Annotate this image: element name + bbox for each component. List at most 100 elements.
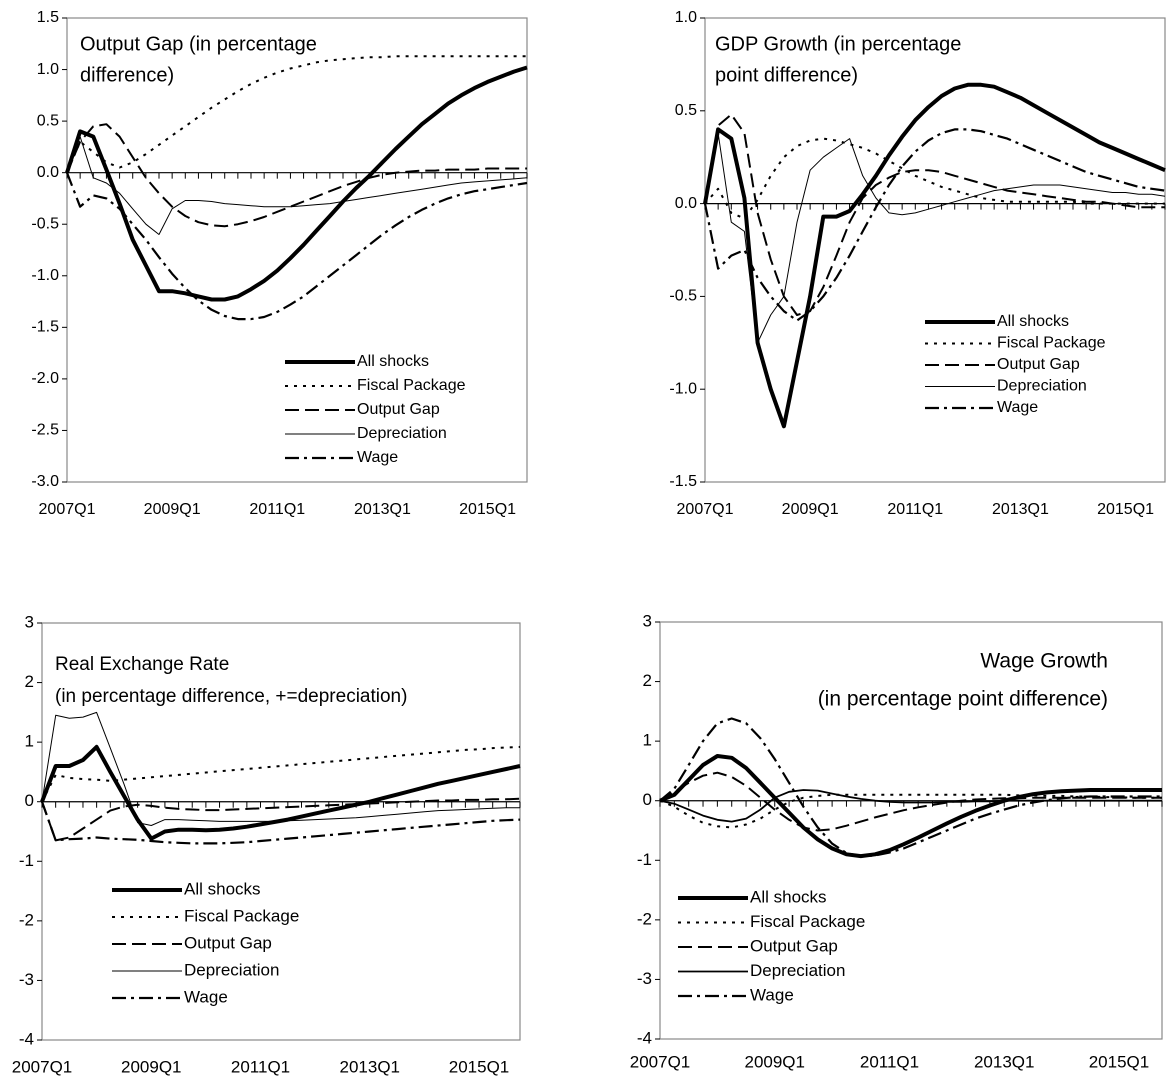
chart-title: (in percentage difference, +=depreciatio…: [55, 686, 407, 707]
y-tick-label: 2: [643, 671, 652, 690]
series-line: [41, 711, 520, 826]
chart-title: point difference): [715, 64, 858, 86]
series-line: [703, 82, 1166, 429]
series-line: [659, 754, 1162, 859]
y-tick-label: -1: [19, 851, 34, 870]
series-line: [659, 789, 1162, 823]
legend-label: All shocks: [750, 887, 827, 906]
plot-frame: [66, 17, 528, 483]
series-line: [704, 132, 1166, 344]
series-line: [704, 113, 1165, 316]
y-tick-label: 1.0: [675, 9, 697, 26]
y-tick-label: 0: [25, 791, 34, 810]
y-tick-label: -2: [637, 909, 652, 928]
y-tick-label: -3.0: [31, 473, 59, 490]
series-line: [66, 136, 528, 235]
legend-label: Wage: [750, 985, 794, 1004]
chart-title: GDP Growth (in percentage: [715, 33, 961, 55]
y-tick-label: 0.0: [37, 164, 59, 181]
legend-label: Wage: [997, 399, 1038, 416]
y-tick-label: -3: [637, 969, 652, 988]
y-tick-label: -3: [19, 970, 34, 989]
x-tick-label: 2011Q1: [249, 501, 305, 518]
x-tick-label: 2009Q1: [744, 1052, 805, 1071]
chart-title: Real Exchange Rate: [55, 654, 229, 675]
plot-frame: [41, 622, 521, 1041]
legend-label: All shocks: [357, 353, 429, 370]
x-tick-label: 2013Q1: [340, 1057, 401, 1076]
chart-title: difference): [80, 64, 174, 86]
x-tick-label: 2015Q1: [1089, 1052, 1150, 1071]
chart-title: (in percentage point difference): [818, 688, 1108, 711]
series-line: [65, 172, 528, 321]
legend-label: Wage: [357, 449, 398, 466]
x-tick-label: 2011Q1: [860, 1052, 919, 1071]
legend-label: All shocks: [997, 313, 1069, 330]
x-tick-label: 2013Q1: [974, 1052, 1035, 1071]
x-tick-label: 2007Q1: [12, 1057, 73, 1076]
legend-label: Depreciation: [997, 378, 1087, 395]
chart-title: Wage Growth: [980, 650, 1108, 673]
y-tick-label: -1.0: [669, 380, 697, 397]
x-tick-label: 2009Q1: [782, 501, 839, 518]
series-line: [40, 801, 521, 845]
series-line: [66, 55, 527, 174]
x-tick-label: 2007Q1: [630, 1052, 691, 1071]
x-tick-label: 2015Q1: [1097, 501, 1154, 518]
legend-label: Fiscal Package: [997, 335, 1106, 352]
legend-label: Output Gap: [357, 401, 440, 418]
plot-frame: [704, 17, 1166, 483]
y-tick-label: 1: [25, 732, 34, 751]
y-tick-label: 0.0: [675, 195, 697, 212]
x-tick-label: 2007Q1: [677, 501, 734, 518]
x-tick-label: 2015Q1: [459, 501, 516, 518]
legend-label: Output Gap: [750, 936, 838, 955]
y-tick-label: 0.5: [37, 112, 59, 129]
chart-title: Output Gap (in percentage: [80, 33, 317, 55]
y-tick-label: 3: [25, 612, 34, 631]
plot-frame: [659, 621, 1163, 1040]
x-tick-label: 2009Q1: [121, 1057, 182, 1076]
x-tick-label: 2007Q1: [39, 501, 96, 518]
x-tick-label: 2009Q1: [144, 501, 201, 518]
legend-label: Fiscal Package: [184, 906, 299, 925]
y-tick-label: 3: [643, 611, 652, 630]
legend-label: Depreciation: [357, 425, 447, 442]
legend-label: All shocks: [184, 879, 261, 898]
y-tick-label: 2: [25, 672, 34, 691]
series-line: [66, 123, 527, 228]
series-line: [659, 793, 1162, 829]
y-tick-label: 0: [643, 790, 652, 809]
x-tick-label: 2015Q1: [449, 1057, 510, 1076]
legend-label: Depreciation: [184, 960, 279, 979]
legend-label: Depreciation: [750, 961, 845, 980]
x-tick-label: 2011Q1: [887, 501, 943, 518]
series-line: [41, 745, 521, 803]
x-tick-label: 2011Q1: [231, 1057, 290, 1076]
legend-label: Fiscal Package: [750, 912, 865, 931]
series-line: [704, 137, 1165, 220]
series-line: [703, 128, 1166, 322]
y-tick-label: -1.5: [31, 319, 59, 336]
y-tick-label: -4: [637, 1028, 652, 1047]
y-tick-label: -2.0: [31, 370, 59, 387]
x-tick-label: 2013Q1: [992, 501, 1049, 518]
y-tick-label: -0.5: [669, 288, 697, 305]
legend-label: Output Gap: [997, 356, 1080, 373]
y-tick-label: -0.5: [31, 215, 59, 232]
legend-label: Output Gap: [184, 933, 272, 952]
y-tick-label: -1.5: [669, 473, 697, 490]
y-tick-label: 1.5: [37, 9, 59, 26]
y-tick-label: -1.0: [31, 267, 59, 284]
legend-label: Wage: [184, 987, 228, 1006]
y-tick-label: -2: [19, 910, 34, 929]
y-tick-label: -2.5: [31, 422, 59, 439]
y-tick-label: 0.5: [675, 102, 697, 119]
series-line: [65, 65, 528, 302]
y-tick-label: -1: [637, 850, 652, 869]
y-tick-label: 1.0: [37, 61, 59, 78]
series-line: [659, 717, 1162, 858]
x-tick-label: 2013Q1: [354, 501, 411, 518]
legend-label: Fiscal Package: [357, 377, 466, 394]
